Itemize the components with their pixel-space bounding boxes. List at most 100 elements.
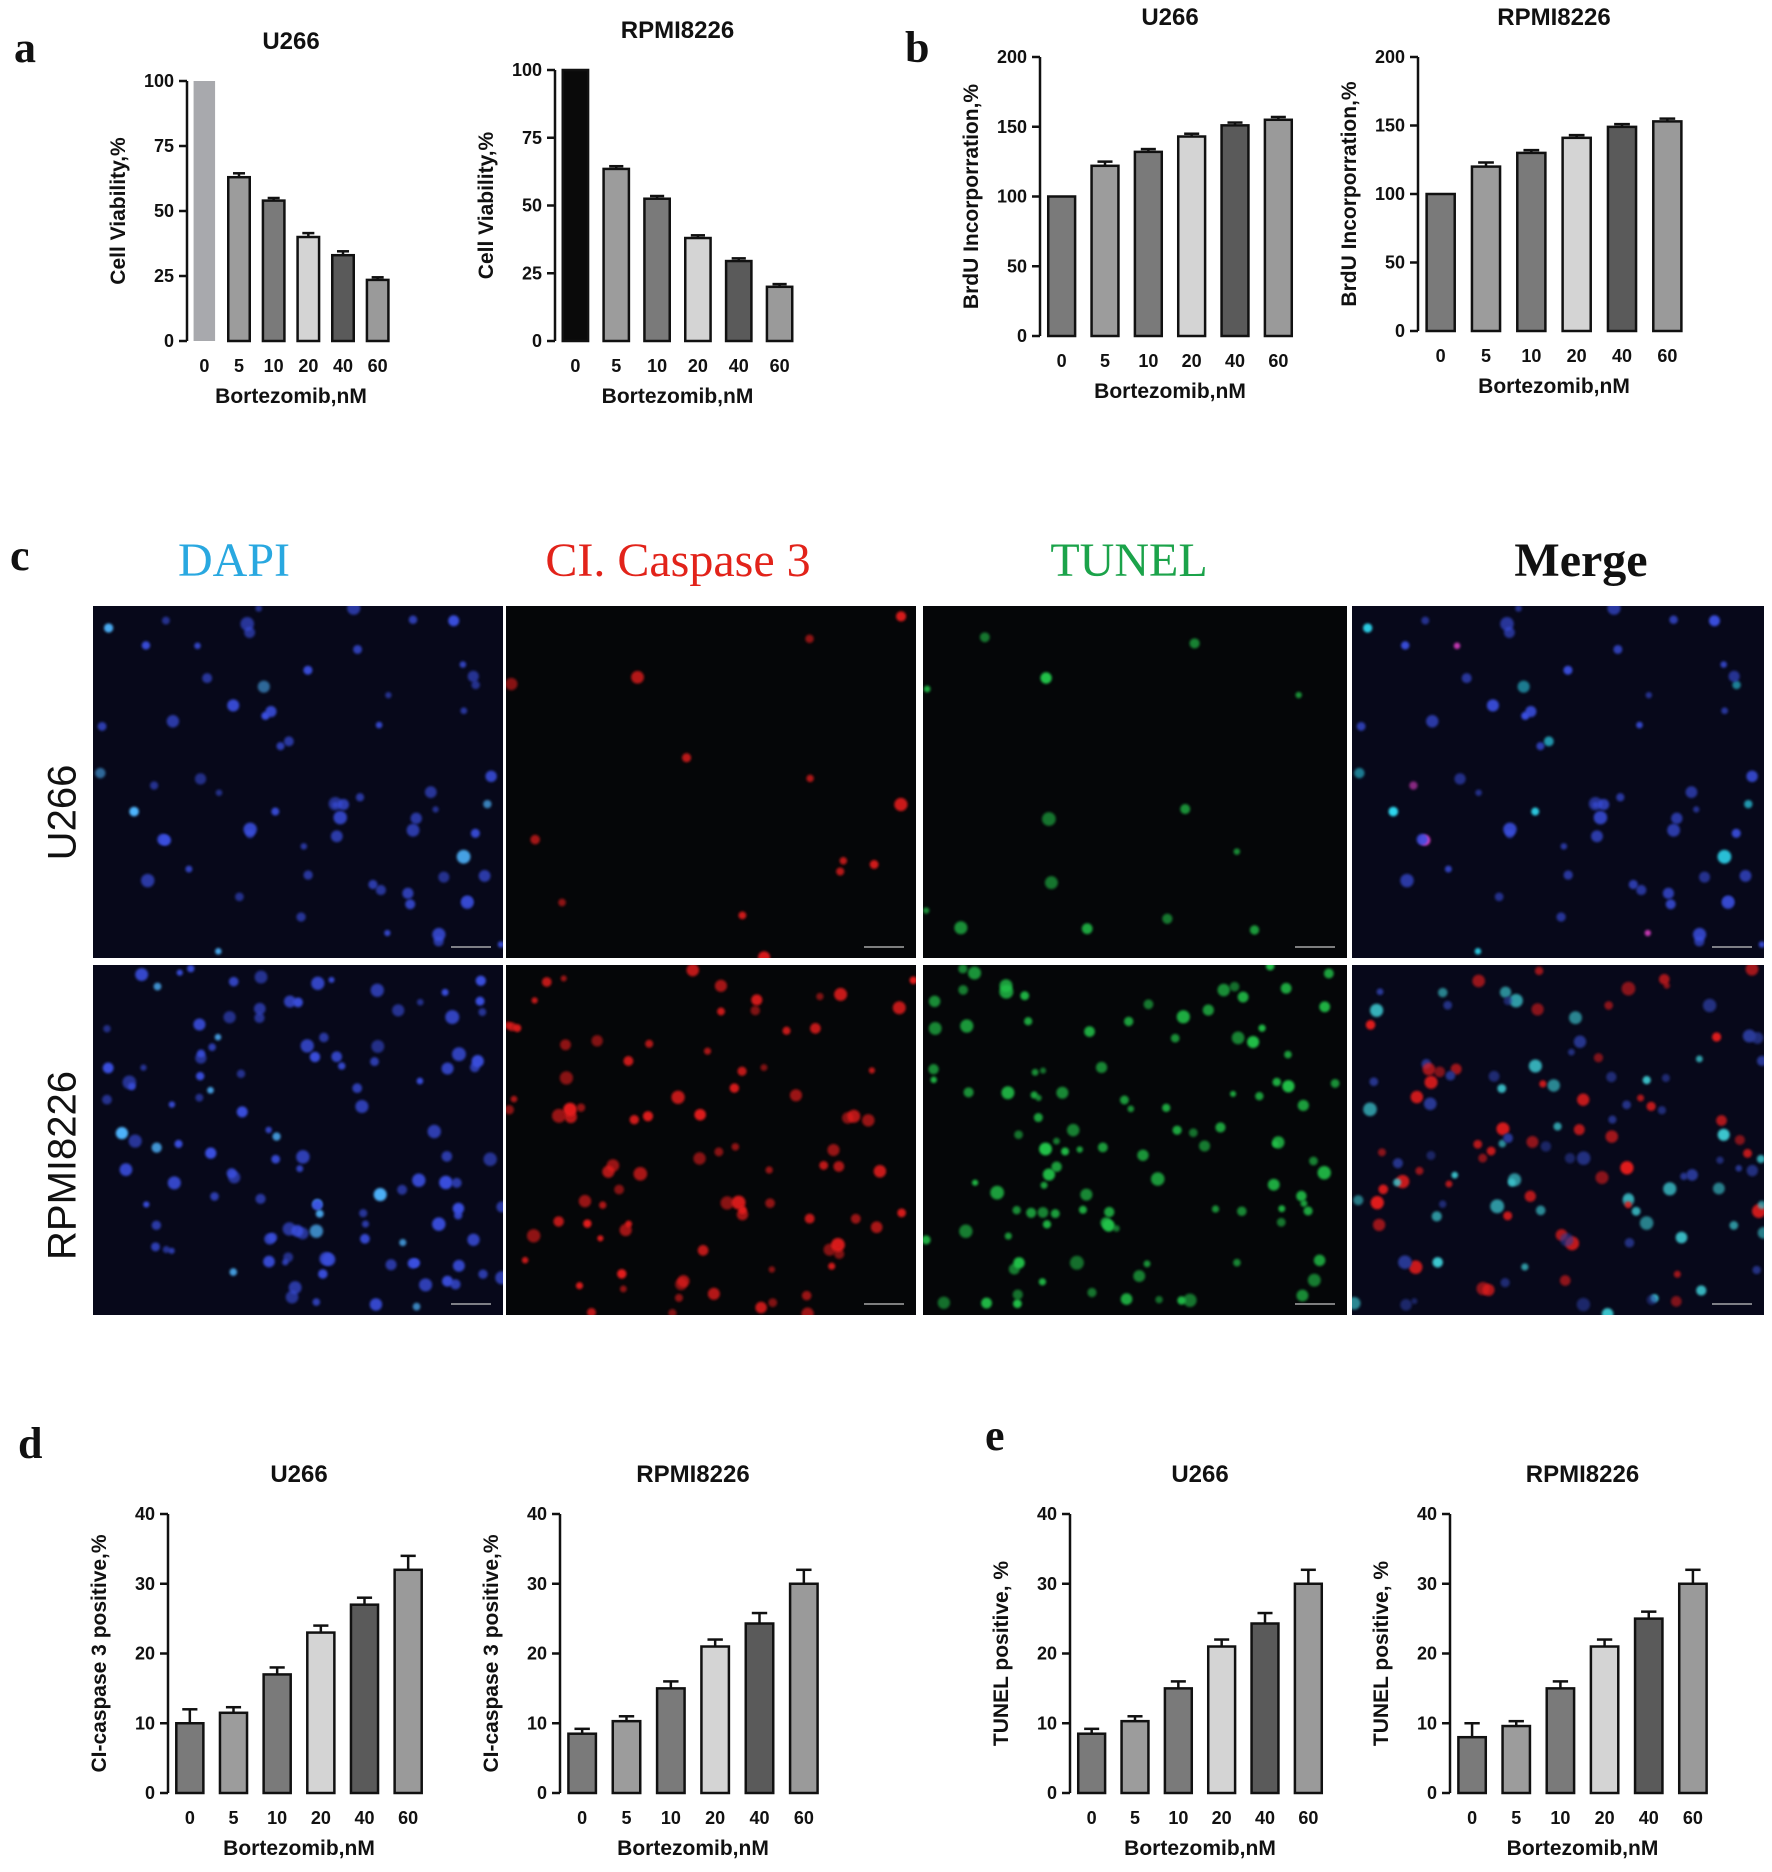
cell xyxy=(1576,1151,1591,1165)
cell xyxy=(1461,673,1472,684)
cell xyxy=(319,1251,333,1266)
cell xyxy=(1307,1273,1321,1287)
cell xyxy=(456,849,471,864)
cell xyxy=(1365,1020,1376,1030)
cell xyxy=(228,1171,241,1184)
cell xyxy=(1199,1140,1211,1152)
x-tick-label: 40 xyxy=(1225,351,1245,371)
y-tick-label: 0 xyxy=(1047,1783,1057,1803)
cell xyxy=(1303,1206,1313,1216)
cell xyxy=(1642,1075,1651,1085)
cell xyxy=(1044,876,1058,890)
cell xyxy=(253,1002,266,1015)
cell xyxy=(737,1066,747,1076)
cell xyxy=(1356,721,1366,731)
bar-20 xyxy=(700,1645,731,1795)
x-tick-label: 10 xyxy=(264,356,284,376)
cell xyxy=(1416,833,1428,846)
cell xyxy=(1319,1001,1331,1013)
cell xyxy=(157,833,169,846)
cell xyxy=(115,1127,129,1140)
cell xyxy=(166,715,180,728)
cell xyxy=(1521,1263,1529,1271)
cell xyxy=(671,1090,685,1104)
cell xyxy=(495,1271,503,1285)
cell xyxy=(1576,1297,1591,1312)
cell xyxy=(768,1266,776,1273)
cell xyxy=(1515,606,1522,612)
x-tick-label: 5 xyxy=(1100,351,1110,371)
cell xyxy=(1644,929,1651,937)
x-tick-label: 0 xyxy=(1057,351,1067,371)
cell xyxy=(355,1099,369,1114)
cell xyxy=(174,1139,183,1148)
cell xyxy=(276,742,285,751)
cell xyxy=(95,767,106,779)
cell xyxy=(1300,1200,1308,1207)
scale-bar xyxy=(451,946,491,948)
cell xyxy=(928,995,941,1008)
y-tick-label: 100 xyxy=(144,71,174,91)
cell xyxy=(928,1064,939,1075)
cell xyxy=(1743,1148,1752,1158)
panel-letter-b: b xyxy=(905,23,930,72)
cell xyxy=(229,1268,238,1276)
x-tick-label: 5 xyxy=(621,1808,631,1828)
cell xyxy=(1505,829,1515,839)
cell xyxy=(1717,849,1732,864)
cell xyxy=(1536,742,1545,751)
bar-40 xyxy=(1220,124,1250,338)
cell xyxy=(187,965,195,973)
x-tick-label: 5 xyxy=(611,356,621,376)
x-tick-label: 60 xyxy=(770,356,790,376)
scale-bar xyxy=(1712,946,1752,948)
cell xyxy=(1237,1206,1247,1217)
cell xyxy=(1531,1003,1544,1016)
micro-rpmi8226-tunel xyxy=(923,965,1347,1315)
cell xyxy=(1069,1255,1084,1270)
cell xyxy=(1696,1285,1707,1296)
cell xyxy=(531,997,538,1004)
cell xyxy=(1624,1201,1632,1209)
bar-5 xyxy=(611,1719,642,1795)
cell xyxy=(928,1021,942,1035)
cell xyxy=(1014,1130,1023,1140)
cell xyxy=(981,1297,992,1309)
cell xyxy=(1081,923,1093,935)
cell xyxy=(333,810,347,825)
cell xyxy=(405,899,416,910)
cell xyxy=(1004,1232,1012,1240)
cell xyxy=(347,606,361,615)
bar-0 xyxy=(1425,192,1456,333)
cell xyxy=(507,1022,517,1032)
cell xyxy=(578,1194,592,1208)
cell xyxy=(731,1143,740,1151)
cell xyxy=(263,1255,275,1268)
cell xyxy=(1592,801,1599,808)
cell xyxy=(558,898,566,907)
micro-background xyxy=(1352,606,1764,958)
cell xyxy=(1720,661,1727,668)
y-tick-label: 0 xyxy=(164,331,174,351)
cell xyxy=(1445,1070,1456,1081)
cell xyxy=(755,1301,767,1314)
x-tick-label: 10 xyxy=(661,1808,681,1828)
cell xyxy=(471,1055,484,1068)
cell xyxy=(296,1150,310,1164)
cell xyxy=(1030,1091,1038,1099)
cell xyxy=(438,871,450,883)
cell xyxy=(265,1126,272,1134)
row-label-rpmi8226: RPMI8226 xyxy=(40,1071,85,1260)
cell xyxy=(1621,981,1636,996)
y-tick-label: 100 xyxy=(1375,184,1405,204)
cell xyxy=(819,1160,829,1170)
cell xyxy=(633,1166,648,1181)
chart-title: U266 xyxy=(1171,1461,1228,1488)
x-tick-label: 40 xyxy=(1639,1808,1659,1828)
bar-40 xyxy=(349,1603,380,1795)
cell xyxy=(1758,941,1764,948)
cell xyxy=(1658,973,1670,985)
cell xyxy=(373,1188,387,1202)
cell xyxy=(831,1238,845,1252)
cell xyxy=(315,1209,324,1218)
